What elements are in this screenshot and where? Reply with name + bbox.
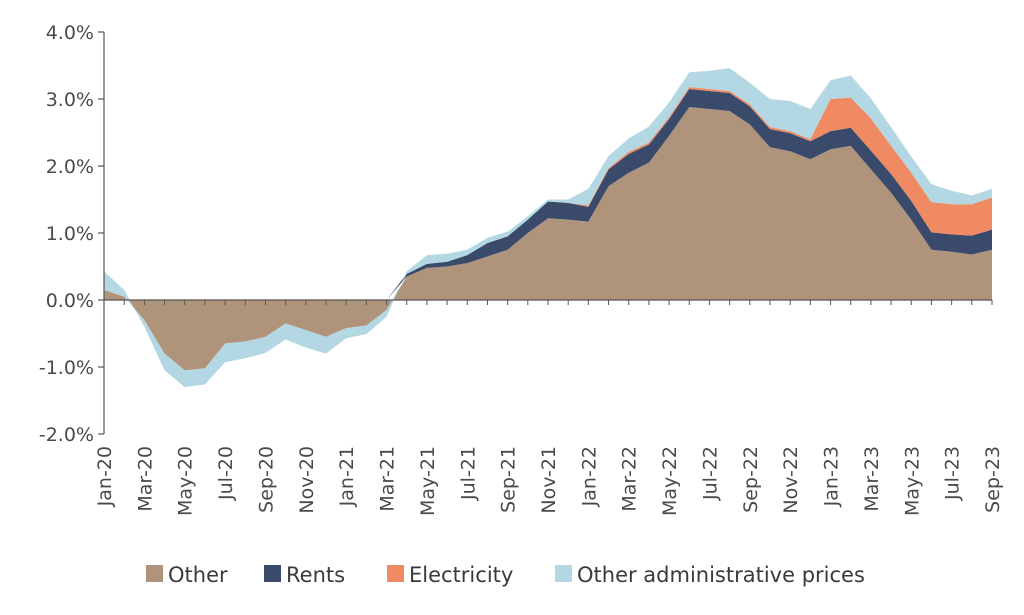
x-tick-label: Sep-22 [740, 446, 762, 513]
x-tick-label: May-23 [901, 446, 923, 516]
legend-label: Other administrative prices [577, 563, 865, 587]
legend-item-other: Other [146, 563, 228, 587]
area-rents [104, 88, 992, 300]
y-tick-label: 2.0% [46, 156, 94, 178]
y-tick-label: 0.0% [46, 290, 94, 312]
x-tick-label: Sep-20 [255, 446, 277, 513]
y-tick-label: 4.0% [46, 22, 94, 44]
legend-label: Electricity [409, 563, 513, 587]
y-tick-label: -1.0% [39, 357, 94, 379]
legend-label: Rents [286, 563, 345, 587]
x-tick-label: Jul-21 [457, 446, 479, 501]
legend-swatch [264, 565, 281, 582]
x-tick-label: Jul-20 [215, 446, 237, 501]
x-tick-label: Nov-20 [296, 446, 318, 514]
x-tick-label: Nov-22 [780, 446, 802, 514]
x-tick-label: Sep-21 [498, 446, 520, 513]
legend-swatch [387, 565, 404, 582]
legend-item-electricity: Electricity [387, 563, 513, 587]
x-tick-label: May-20 [175, 446, 197, 516]
legend-swatch [146, 565, 163, 582]
x-tick-label: May-21 [417, 446, 439, 516]
y-tick-label: -2.0% [39, 424, 94, 446]
x-tick-label: Jan-22 [578, 446, 600, 507]
legend-swatch [555, 565, 572, 582]
x-tick-label: Mar-22 [619, 446, 641, 512]
axes-layer: 4.0% 3.0% 2.0% 1.0% 0.0% -1.0% -2.0%Jan-20 Mar-… [39, 22, 1004, 516]
y-tick-label: 3.0% [46, 89, 94, 111]
y-tick-label: 1.0% [46, 223, 94, 245]
x-tick-label: Sep-23 [982, 446, 1004, 513]
x-tick-label: May-22 [659, 446, 681, 516]
x-tick-label: Jan-21 [336, 446, 358, 507]
x-tick-label: Jan-20 [94, 446, 116, 507]
area-layer [104, 68, 992, 388]
x-tick-label: Nov-21 [538, 446, 560, 514]
x-tick-label: Mar-20 [134, 446, 156, 512]
x-tick-label: Mar-23 [861, 446, 883, 512]
x-tick-label: Jul-23 [942, 446, 964, 501]
x-tick-label: Jan-23 [821, 446, 843, 507]
legend-item-rents: Rents [264, 563, 345, 587]
x-tick-label: Mar-21 [377, 446, 399, 512]
x-tick-label: Jul-22 [699, 446, 721, 501]
legend-item-other-administrative-prices: Other administrative prices [555, 563, 865, 587]
legend-label: Other [168, 563, 228, 587]
legend: Other Rents Electricity Other administrativ… [146, 563, 865, 587]
